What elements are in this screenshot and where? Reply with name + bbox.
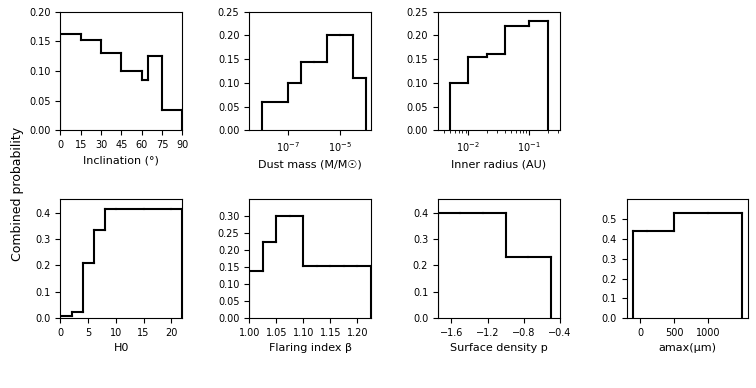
X-axis label: H0: H0 [113, 343, 129, 353]
X-axis label: Surface density p: Surface density p [450, 343, 547, 353]
X-axis label: Dust mass (M/M☉): Dust mass (M/M☉) [259, 159, 362, 170]
X-axis label: amax(μm): amax(μm) [658, 343, 717, 353]
X-axis label: Inner radius (AU): Inner radius (AU) [451, 159, 547, 170]
X-axis label: Flaring index β: Flaring index β [268, 343, 352, 353]
Text: Combined probability: Combined probability [11, 127, 24, 261]
X-axis label: Inclination (°): Inclination (°) [83, 156, 160, 166]
